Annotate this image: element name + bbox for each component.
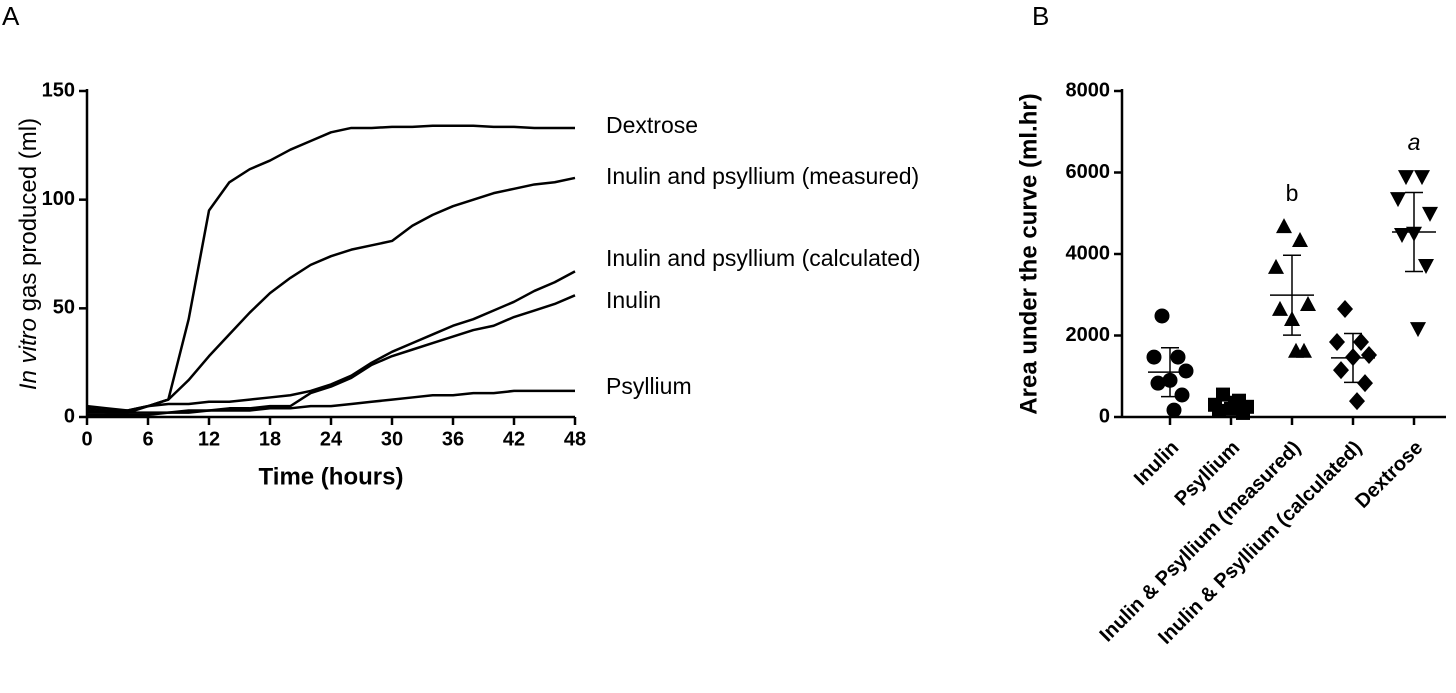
x-tick-label: Inulin <box>1130 437 1183 490</box>
point <box>1166 402 1182 418</box>
x-axis-title: Time (hours) <box>259 463 404 490</box>
point <box>1357 374 1373 393</box>
series-label: Inulin and psyllium (calculated) <box>606 245 921 271</box>
y-tick-label: 100 <box>42 188 75 210</box>
x-tick-label: 30 <box>381 428 403 450</box>
series-line <box>87 389 575 414</box>
point <box>1292 231 1308 247</box>
x-tick-label: 0 <box>81 428 92 450</box>
point <box>1329 333 1345 352</box>
x-tick-label: 24 <box>320 428 343 450</box>
point <box>1150 375 1166 391</box>
series-label: Inulin and psyllium (measured) <box>606 163 919 189</box>
series-label: Dextrose <box>606 112 698 138</box>
y-axis-title-rest: gas produced (ml) <box>15 118 42 311</box>
series-label: Psyllium <box>606 373 692 399</box>
annotation: b <box>1286 180 1299 206</box>
point <box>1398 170 1414 186</box>
x-tick-label: 48 <box>564 428 586 450</box>
x-tick-label: Dextrose <box>1351 437 1427 513</box>
y-tick-label: 0 <box>1099 405 1110 427</box>
y-tick-label: 8000 <box>1066 79 1111 101</box>
y-tick-label: 4000 <box>1066 242 1111 264</box>
point <box>1288 342 1304 358</box>
point <box>1418 259 1434 275</box>
point <box>1170 349 1186 365</box>
y-axis-title: In vitro gas produced (ml) <box>15 118 42 390</box>
point <box>1410 322 1426 338</box>
x-tick-label: 12 <box>198 428 220 450</box>
point <box>1272 300 1288 316</box>
point <box>1337 300 1353 319</box>
y-tick-label: 6000 <box>1066 161 1111 183</box>
y-tick-label: 2000 <box>1066 324 1111 346</box>
point <box>1414 170 1430 186</box>
point <box>1361 346 1377 365</box>
x-tick-label: 6 <box>142 428 153 450</box>
y-tick-label: 0 <box>64 405 75 427</box>
x-tick-label: 18 <box>259 428 281 450</box>
x-tick-label: 36 <box>442 428 464 450</box>
series-line <box>87 294 576 417</box>
point <box>1268 258 1284 274</box>
x-tick-label: 42 <box>503 428 525 450</box>
series-label: Inulin <box>606 287 661 313</box>
panel-label: A <box>2 1 20 31</box>
point <box>1228 395 1242 410</box>
y-axis-title: Area under the curve (ml.hr) <box>1015 93 1042 414</box>
y-tick-label: 150 <box>42 79 75 101</box>
annotation: a <box>1408 129 1421 155</box>
point <box>1394 228 1410 244</box>
point <box>1212 403 1226 418</box>
point <box>1178 363 1194 379</box>
point <box>1353 333 1369 352</box>
y-axis-title-italic: In vitro <box>15 318 42 390</box>
series-line <box>86 176 576 414</box>
point <box>1390 192 1406 208</box>
point <box>1154 308 1170 324</box>
point <box>1349 392 1365 411</box>
point <box>1174 387 1190 403</box>
point <box>1276 218 1292 234</box>
point <box>1422 206 1438 222</box>
point <box>1300 295 1316 311</box>
point <box>1333 361 1349 380</box>
y-tick-label: 50 <box>53 297 75 319</box>
point <box>1146 349 1162 365</box>
series-line <box>86 270 576 412</box>
series-line <box>86 124 575 412</box>
panel-label: B <box>1032 1 1049 31</box>
